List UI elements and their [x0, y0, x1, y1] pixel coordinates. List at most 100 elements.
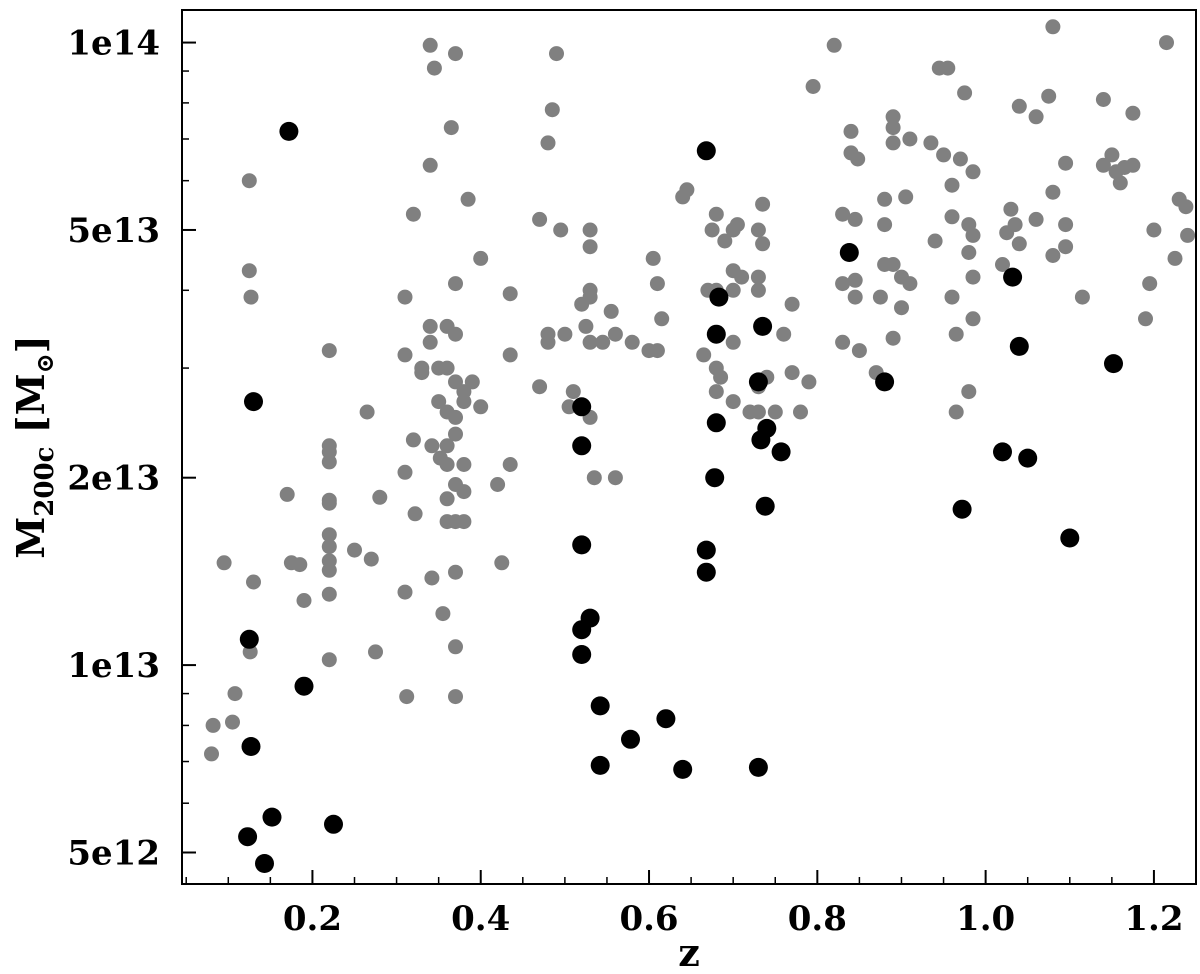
- black-point: [238, 827, 258, 847]
- gray-point: [793, 404, 808, 420]
- black-point: [262, 807, 282, 827]
- gray-point: [826, 37, 842, 53]
- black-point: [673, 759, 693, 779]
- gray-point: [649, 343, 665, 359]
- gray-point: [1045, 248, 1061, 263]
- gray-point: [755, 196, 771, 212]
- gray-point: [965, 164, 981, 180]
- gray-point: [532, 379, 548, 395]
- gray-point: [279, 486, 295, 502]
- gray-point: [595, 334, 611, 350]
- gray-point: [885, 257, 901, 272]
- gray-point: [448, 276, 463, 292]
- black-point: [1003, 267, 1023, 287]
- gray-point: [607, 326, 623, 342]
- gray-point: [965, 269, 981, 285]
- gray-point: [1112, 175, 1128, 191]
- black-point: [572, 397, 592, 417]
- gray-point: [456, 514, 472, 530]
- gray-point: [847, 289, 863, 305]
- gray-point: [944, 177, 960, 193]
- gray-point: [422, 334, 438, 350]
- black-point: [590, 755, 610, 775]
- gray-point: [784, 365, 800, 381]
- y-axis-label-sub: 200c: [30, 447, 60, 517]
- gray-point: [582, 289, 598, 305]
- gray-point: [399, 689, 415, 705]
- gray-point: [851, 343, 867, 359]
- gray-point: [1095, 92, 1111, 107]
- gray-point: [490, 477, 506, 492]
- gray-point: [405, 432, 421, 448]
- gray-point: [1007, 217, 1023, 233]
- gray-point: [439, 360, 455, 376]
- gray-point: [439, 491, 455, 507]
- black-point: [748, 757, 768, 777]
- gray-point: [696, 347, 712, 363]
- gray-point: [624, 334, 640, 350]
- gray-point: [957, 85, 973, 101]
- plot-area: [181, 9, 1197, 885]
- gray-point: [225, 714, 240, 730]
- black-point: [324, 814, 343, 834]
- gray-point: [321, 586, 337, 602]
- gray-point: [321, 454, 337, 470]
- black-point: [706, 324, 726, 344]
- gray-point: [725, 334, 741, 350]
- gray-point: [363, 551, 379, 567]
- gray-point: [448, 564, 463, 580]
- gray-point: [321, 539, 337, 555]
- black-point: [696, 141, 716, 161]
- gray-point: [426, 60, 442, 76]
- gray-point: [961, 245, 977, 260]
- gray-point: [561, 399, 577, 415]
- gray-point: [321, 343, 337, 359]
- gray-point: [407, 506, 423, 522]
- gray-point: [1142, 276, 1158, 292]
- black-point: [753, 316, 773, 336]
- gray-point: [898, 189, 914, 205]
- black-point: [241, 737, 261, 756]
- gray-point: [713, 369, 729, 385]
- gray-point: [565, 384, 581, 400]
- gray-point: [460, 191, 476, 207]
- gray-point: [965, 311, 981, 327]
- gray-point: [204, 746, 219, 762]
- gray-point: [397, 347, 413, 363]
- black-point: [580, 608, 600, 628]
- gray-point: [1041, 88, 1057, 104]
- gray-point: [494, 555, 510, 571]
- gray-point: [704, 222, 720, 238]
- gray-point: [241, 263, 257, 279]
- y-tick-label: 1e14: [67, 24, 160, 64]
- gray-point: [1011, 98, 1027, 114]
- gray-point: [582, 222, 598, 238]
- gray-point: [1058, 155, 1074, 171]
- gray-point: [405, 206, 421, 222]
- gray-point: [502, 286, 518, 302]
- gray-point: [965, 227, 981, 243]
- gray-point: [1138, 311, 1153, 327]
- gray-point: [835, 206, 851, 222]
- gray-point: [944, 209, 960, 225]
- black-point: [993, 442, 1012, 462]
- gray-point: [448, 46, 463, 62]
- gray-point: [424, 570, 440, 586]
- black-point: [709, 287, 729, 307]
- gray-point: [216, 555, 232, 571]
- gray-point: [1095, 157, 1111, 173]
- black-point: [706, 413, 726, 433]
- gray-point: [205, 717, 221, 733]
- gray-point: [532, 211, 548, 227]
- x-tick-labels: 0.2 0.4 0.6 0.8 1.0 1.2: [283, 899, 1184, 939]
- gray-point: [464, 374, 480, 390]
- y-tick-label: 5e12: [67, 833, 160, 873]
- gray-point: [359, 404, 375, 420]
- black-point: [294, 676, 314, 696]
- black-point: [590, 696, 610, 716]
- y-tick-label: 2e13: [67, 459, 160, 499]
- gray-point: [649, 276, 665, 292]
- gray-point: [422, 318, 438, 334]
- gray-point: [321, 652, 337, 668]
- x-tick-label: 1.0: [956, 899, 1015, 939]
